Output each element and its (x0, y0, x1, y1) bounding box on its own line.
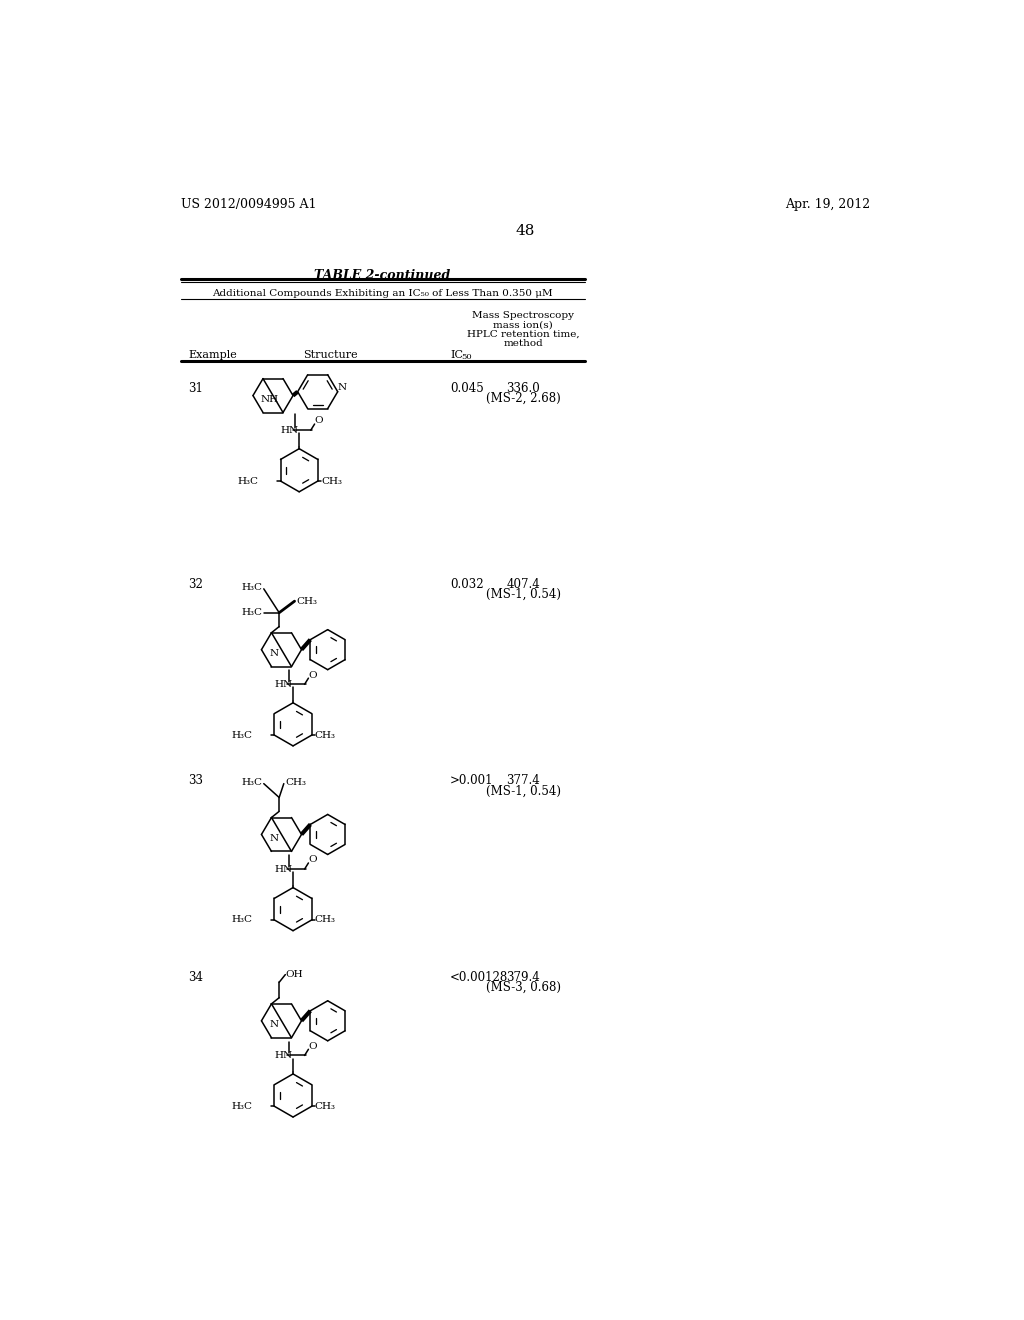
Text: 336.0: 336.0 (507, 381, 540, 395)
Text: HN: HN (281, 426, 299, 434)
Text: NH: NH (261, 395, 279, 404)
Text: 48: 48 (515, 224, 535, 238)
Text: <0.00128: <0.00128 (451, 970, 508, 983)
Text: CH₃: CH₃ (321, 477, 342, 486)
Text: N: N (269, 1020, 279, 1030)
Text: (MS-1, 0.54): (MS-1, 0.54) (485, 589, 561, 601)
Text: HN: HN (274, 865, 293, 874)
Text: (MS-3, 0.68): (MS-3, 0.68) (485, 981, 561, 994)
Text: HN: HN (274, 1051, 293, 1060)
Text: 32: 32 (188, 578, 203, 591)
Text: 34: 34 (188, 970, 204, 983)
Text: Structure: Structure (303, 350, 358, 360)
Text: HPLC retention time,: HPLC retention time, (467, 330, 580, 338)
Text: 31: 31 (188, 381, 203, 395)
Text: H₃C: H₃C (242, 777, 262, 787)
Text: Mass Spectroscopy: Mass Spectroscopy (472, 312, 574, 319)
Text: HN: HN (274, 680, 293, 689)
Text: 0.032: 0.032 (451, 578, 483, 591)
Text: N: N (269, 649, 279, 657)
Text: 407.4: 407.4 (507, 578, 540, 591)
Text: TABLE 2-continued: TABLE 2-continued (314, 268, 451, 281)
Text: US 2012/0094995 A1: US 2012/0094995 A1 (180, 198, 316, 211)
Text: IC: IC (451, 350, 463, 360)
Text: mass ion(s): mass ion(s) (494, 321, 553, 329)
Text: N: N (338, 383, 347, 392)
Text: 0.045: 0.045 (451, 381, 484, 395)
Text: Apr. 19, 2012: Apr. 19, 2012 (784, 198, 869, 211)
Text: O: O (308, 855, 317, 865)
Text: method: method (504, 339, 543, 347)
Text: 379.4: 379.4 (507, 970, 540, 983)
Text: 33: 33 (188, 775, 204, 788)
Text: CH₃: CH₃ (314, 731, 336, 739)
Text: CH₃: CH₃ (296, 597, 317, 606)
Text: N: N (269, 834, 279, 842)
Text: CH₃: CH₃ (286, 777, 306, 787)
Text: H₃C: H₃C (242, 583, 262, 591)
Text: (MS-2, 2.68): (MS-2, 2.68) (485, 392, 560, 405)
Text: H₃C: H₃C (238, 477, 259, 486)
Text: Additional Compounds Exhibiting an IC₅₀ of Less Than 0.350 μM: Additional Compounds Exhibiting an IC₅₀ … (212, 289, 553, 297)
Text: 50: 50 (461, 354, 471, 362)
Text: CH₃: CH₃ (314, 916, 336, 924)
Text: OH: OH (286, 970, 303, 979)
Text: O: O (308, 671, 317, 680)
Text: 377.4: 377.4 (507, 775, 540, 788)
Text: H₃C: H₃C (231, 1102, 253, 1110)
Text: >0.001: >0.001 (451, 775, 494, 788)
Text: O: O (314, 417, 324, 425)
Text: H₃C: H₃C (242, 609, 262, 618)
Text: O: O (308, 1041, 317, 1051)
Text: CH₃: CH₃ (314, 1102, 336, 1110)
Text: H₃C: H₃C (231, 916, 253, 924)
Text: H₃C: H₃C (231, 731, 253, 739)
Text: Example: Example (188, 350, 238, 360)
Text: (MS-1, 0.54): (MS-1, 0.54) (485, 784, 561, 797)
